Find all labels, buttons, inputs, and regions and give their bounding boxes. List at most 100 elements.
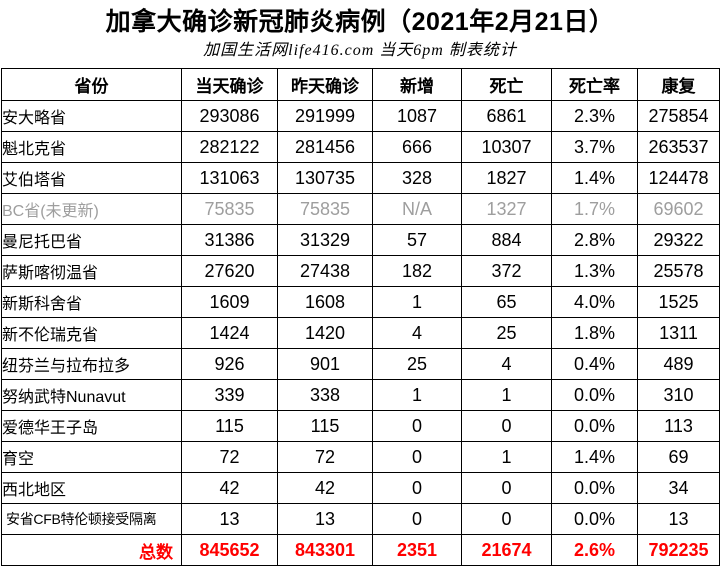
- table-row-cfb-trenton-quarantine: 安省CFB特伦顿接受隔离 13 13 0 0 0.0% 13: [1, 503, 720, 535]
- column-header-today-confirmed: 当天确诊: [181, 68, 278, 101]
- cell-recovered: 1525: [637, 286, 720, 318]
- column-header-new-cases: 新增: [372, 68, 462, 101]
- cell-recovered: 69: [637, 441, 720, 473]
- cell-yesterday-confirmed: 901: [277, 348, 373, 380]
- cell-death-rate: 1.4%: [551, 162, 638, 194]
- cell-deaths: 1327: [461, 193, 552, 225]
- table-row-pei: 爱德华王子岛 115 115 0 0 0.0% 113: [1, 410, 720, 442]
- cell-deaths: 65: [461, 286, 552, 318]
- cell-recovered: 1311: [637, 317, 720, 349]
- cell-recovered: 263537: [637, 131, 720, 163]
- cell-province: 萨斯喀彻温省: [1, 255, 182, 287]
- cell-death-rate: 1.4%: [551, 441, 638, 473]
- table-row-saskatchewan: 萨斯喀彻温省 27620 27438 182 372 1.3% 25578: [1, 255, 720, 287]
- cell-deaths: 1: [461, 379, 552, 411]
- cell-yesterday-confirmed: 115: [277, 410, 373, 442]
- cell-province: 安省CFB特伦顿接受隔离: [1, 503, 182, 535]
- cell-recovered: 34: [637, 472, 720, 504]
- cell-total-death-rate: 2.6%: [551, 534, 638, 566]
- table-header-row: 省份 当天确诊 昨天确诊 新增 死亡 死亡率 康复: [1, 68, 720, 101]
- table-row-nunavut: 努纳武特Nunavut 339 338 1 1 0.0% 310: [1, 379, 720, 411]
- cell-province: 育空: [1, 441, 182, 473]
- cell-death-rate: 1.8%: [551, 317, 638, 349]
- cell-new-cases: 0: [372, 472, 462, 504]
- cell-province: 西北地区: [1, 472, 182, 504]
- cell-new-cases: 1: [372, 286, 462, 318]
- cell-today-confirmed: 1609: [181, 286, 278, 318]
- cell-today-confirmed: 1424: [181, 317, 278, 349]
- cell-today-confirmed: 42: [181, 472, 278, 504]
- cell-recovered: 489: [637, 348, 720, 380]
- cell-new-cases: 57: [372, 224, 462, 256]
- cell-today-confirmed: 131063: [181, 162, 278, 194]
- cell-province: 纽芬兰与拉布拉多: [1, 348, 182, 380]
- cell-yesterday-confirmed: 1608: [277, 286, 373, 318]
- cell-recovered: 29322: [637, 224, 720, 256]
- table-total-row: 总数 845652 843301 2351 21674 2.6% 792235: [1, 534, 720, 566]
- cell-yesterday-confirmed: 1420: [277, 317, 373, 349]
- cell-recovered: 113: [637, 410, 720, 442]
- cell-deaths: 372: [461, 255, 552, 287]
- cell-deaths: 6861: [461, 100, 552, 132]
- cell-today-confirmed: 926: [181, 348, 278, 380]
- table-row-alberta: 艾伯塔省 131063 130735 328 1827 1.4% 124478: [1, 162, 720, 194]
- cell-new-cases: 182: [372, 255, 462, 287]
- table-row-northwest-territories: 西北地区 42 42 0 0 0.0% 34: [1, 472, 720, 504]
- cell-deaths: 1: [461, 441, 552, 473]
- column-header-recovered: 康复: [637, 68, 720, 101]
- cell-new-cases: 0: [372, 410, 462, 442]
- cell-yesterday-confirmed: 130735: [277, 162, 373, 194]
- cell-province: 艾伯塔省: [1, 162, 182, 194]
- column-header-yesterday-confirmed: 昨天确诊: [277, 68, 373, 101]
- cell-death-rate: 0.0%: [551, 379, 638, 411]
- cell-death-rate: 4.0%: [551, 286, 638, 318]
- cell-yesterday-confirmed: 72: [277, 441, 373, 473]
- cell-new-cases: 0: [372, 441, 462, 473]
- cell-yesterday-confirmed: 27438: [277, 255, 373, 287]
- cell-death-rate: 1.7%: [551, 193, 638, 225]
- page-subtitle: 加国生活网life416.com 当天6pm 制表统计: [203, 42, 517, 59]
- cell-today-confirmed: 282122: [181, 131, 278, 163]
- cell-today-confirmed: 115: [181, 410, 278, 442]
- cell-total-today-confirmed: 845652: [181, 534, 278, 566]
- cell-deaths: 10307: [461, 131, 552, 163]
- cell-new-cases: 1087: [372, 100, 462, 132]
- table-row-quebec: 魁北克省 282122 281456 666 10307 3.7% 263537: [1, 131, 720, 163]
- cell-yesterday-confirmed: 291999: [277, 100, 373, 132]
- table-row-manitoba: 曼尼托巴省 31386 31329 57 884 2.8% 29322: [1, 224, 720, 256]
- cell-province: BC省(未更新): [1, 193, 182, 225]
- cell-new-cases: 666: [372, 131, 462, 163]
- cell-deaths: 4: [461, 348, 552, 380]
- cell-today-confirmed: 72: [181, 441, 278, 473]
- cell-province: 安大略省: [1, 100, 182, 132]
- cell-deaths: 1827: [461, 162, 552, 194]
- column-header-deaths: 死亡: [461, 68, 552, 101]
- cell-province: 新斯科舍省: [1, 286, 182, 318]
- covid-stats-table: 省份 当天确诊 昨天确诊 新增 死亡 死亡率 康复 安大略省 293086 29…: [1, 68, 720, 566]
- cell-death-rate: 2.3%: [551, 100, 638, 132]
- cell-deaths: 884: [461, 224, 552, 256]
- cell-today-confirmed: 31386: [181, 224, 278, 256]
- cell-yesterday-confirmed: 338: [277, 379, 373, 411]
- column-header-death-rate: 死亡率: [551, 68, 638, 101]
- table-row-newfoundland-labrador: 纽芬兰与拉布拉多 926 901 25 4 0.4% 489: [1, 348, 720, 380]
- cell-recovered: 13: [637, 503, 720, 535]
- cell-today-confirmed: 27620: [181, 255, 278, 287]
- cell-province: 新不伦瑞克省: [1, 317, 182, 349]
- cell-yesterday-confirmed: 75835: [277, 193, 373, 225]
- cell-new-cases: 1: [372, 379, 462, 411]
- cell-deaths: 0: [461, 472, 552, 504]
- cell-total-label: 总数: [1, 534, 182, 566]
- cell-deaths: 25: [461, 317, 552, 349]
- cell-province: 魁北克省: [1, 131, 182, 163]
- cell-new-cases: 0: [372, 503, 462, 535]
- cell-province: 曼尼托巴省: [1, 224, 182, 256]
- cell-total-recovered: 792235: [637, 534, 720, 566]
- cell-deaths: 0: [461, 503, 552, 535]
- cell-recovered: 310: [637, 379, 720, 411]
- cell-yesterday-confirmed: 281456: [277, 131, 373, 163]
- cell-death-rate: 1.3%: [551, 255, 638, 287]
- column-header-province: 省份: [1, 68, 182, 101]
- cell-death-rate: 3.7%: [551, 131, 638, 163]
- cell-new-cases: 25: [372, 348, 462, 380]
